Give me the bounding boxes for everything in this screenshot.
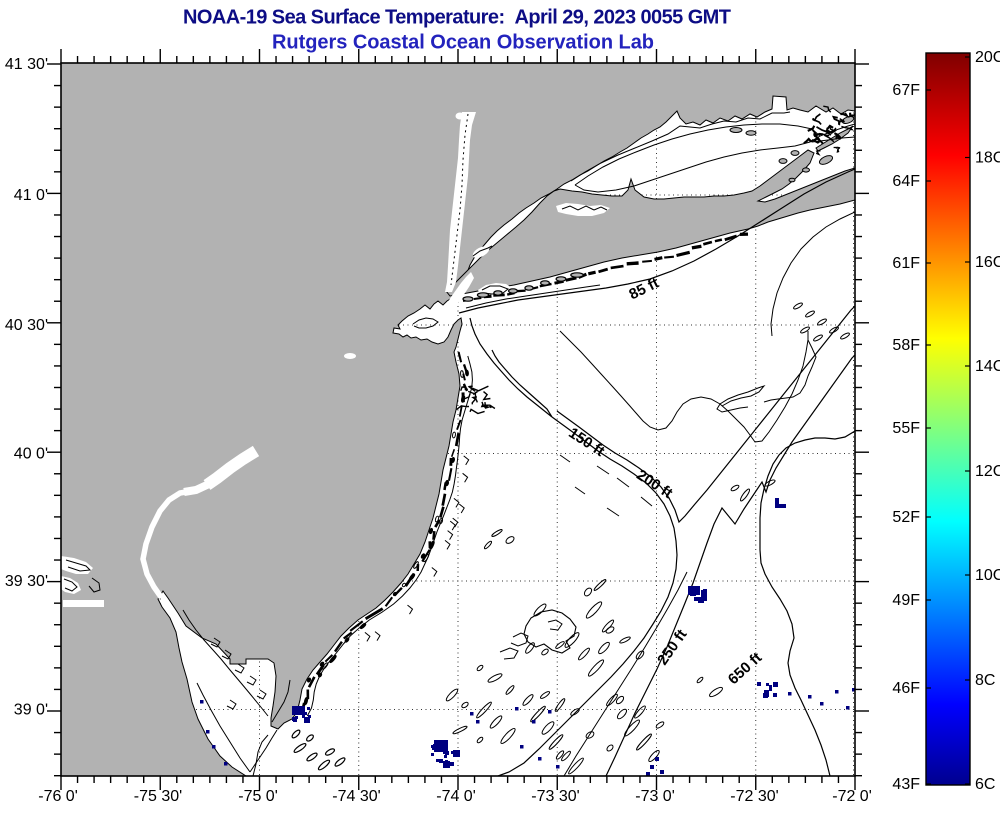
svg-text:-74 30': -74 30' bbox=[332, 788, 380, 805]
svg-text:58F: 58F bbox=[892, 337, 920, 354]
svg-text:-72 30': -72 30' bbox=[730, 788, 778, 805]
svg-text:39 30': 39 30' bbox=[5, 573, 48, 590]
svg-text:-75 0': -75 0' bbox=[238, 788, 278, 805]
svg-text:-74 0': -74 0' bbox=[436, 788, 476, 805]
svg-text:61F: 61F bbox=[892, 255, 920, 272]
svg-text:10C: 10C bbox=[975, 567, 1000, 584]
svg-text:8C: 8C bbox=[975, 672, 995, 689]
svg-text:39 0': 39 0' bbox=[14, 702, 48, 719]
svg-text:40 0': 40 0' bbox=[14, 446, 48, 463]
svg-text:18C: 18C bbox=[975, 150, 1000, 167]
svg-text:12C: 12C bbox=[975, 463, 1000, 480]
svg-text:Rutgers Coastal Ocean Observat: Rutgers Coastal Ocean Observation Lab bbox=[272, 32, 654, 54]
svg-text:-76 0': -76 0' bbox=[38, 788, 78, 805]
svg-text:16C: 16C bbox=[975, 254, 1000, 271]
svg-text:64F: 64F bbox=[892, 173, 920, 190]
svg-text:6C: 6C bbox=[975, 776, 995, 793]
svg-text:52F: 52F bbox=[892, 509, 920, 526]
svg-text:NOAA-19 Sea Surface Temperatur: NOAA-19 Sea Surface Temperature: April 2… bbox=[183, 7, 731, 29]
svg-text:46F: 46F bbox=[892, 680, 920, 697]
svg-text:-75 30': -75 30' bbox=[134, 788, 182, 805]
svg-text:43F: 43F bbox=[892, 776, 920, 793]
svg-text:49F: 49F bbox=[892, 592, 920, 609]
svg-text:-72 0': -72 0' bbox=[832, 788, 872, 805]
svg-text:-73 0': -73 0' bbox=[635, 788, 675, 805]
svg-text:41 30': 41 30' bbox=[5, 56, 48, 73]
svg-text:20C: 20C bbox=[975, 49, 1000, 66]
svg-text:55F: 55F bbox=[892, 420, 920, 437]
svg-text:40 30': 40 30' bbox=[5, 317, 48, 334]
svg-text:67F: 67F bbox=[892, 82, 920, 99]
svg-text:41 0': 41 0' bbox=[14, 187, 48, 204]
svg-text:-73 30': -73 30' bbox=[531, 788, 579, 805]
svg-text:14C: 14C bbox=[975, 358, 1000, 375]
